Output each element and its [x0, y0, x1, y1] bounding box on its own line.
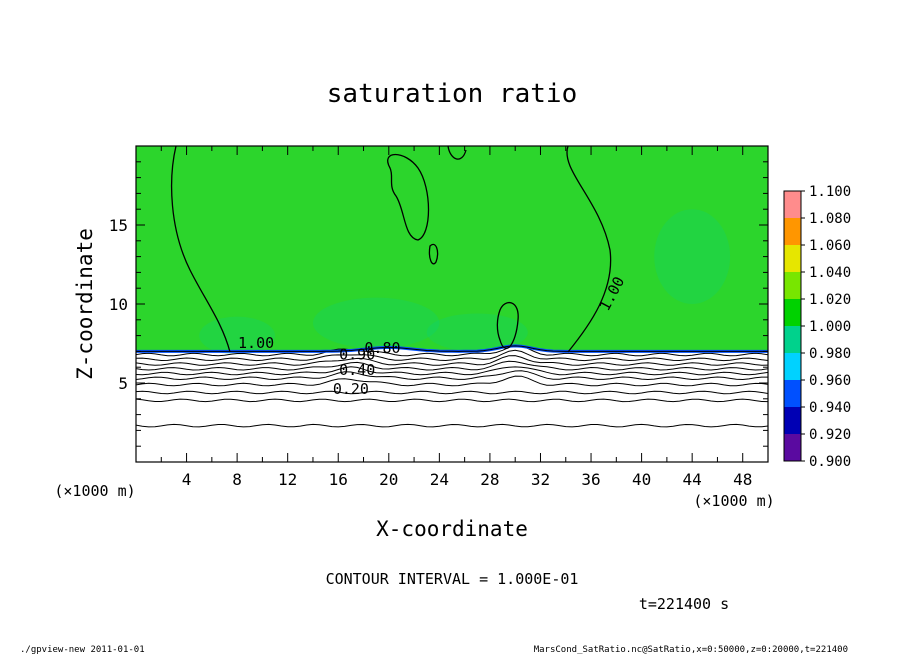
contour-line: [136, 360, 768, 371]
y-tick-label: 5: [118, 374, 128, 393]
contour-line: [136, 390, 768, 395]
footer-left: ./gpview-new 2011-01-01: [20, 645, 145, 654]
x-tick-label: 24: [430, 470, 449, 489]
contour-label: 0.90: [339, 345, 375, 363]
contour-line-1-00: [496, 301, 519, 349]
colorbar-label: 1.100: [809, 184, 851, 200]
x-tick-label: 20: [379, 470, 398, 489]
colorbar-label: 1.020: [809, 292, 851, 308]
contour-line: [136, 366, 768, 376]
time-label: t=221400 s: [639, 595, 729, 613]
colorbar-swatch: [784, 245, 801, 272]
y-tick-label: 10: [109, 295, 128, 314]
colorbar-swatch: [784, 434, 801, 461]
x-tick-label: 48: [733, 470, 752, 489]
contour-line-1-00: [428, 243, 439, 265]
x-tick-label: 44: [683, 470, 702, 489]
contour-line-1-00: [387, 154, 430, 241]
colorbar-swatch: [784, 407, 801, 434]
colorbar-label: 0.920: [809, 427, 851, 443]
colorbar-legend: 0.900 0.920 0.940 0.960 0.980 1.000 1.020 1.040…: [783, 184, 851, 470]
x-axis-label: X-coordinate: [376, 517, 528, 541]
subsaturated-patch: [312, 297, 440, 349]
chart-title: saturation ratio: [327, 79, 577, 109]
subsaturated-patch: [426, 313, 528, 352]
plot-area: 1.001.000.900.800.400.20: [135, 145, 769, 463]
x-tick-label: 40: [632, 470, 651, 489]
colorbar-swatch: [784, 218, 801, 245]
contour-line-1-00: [447, 146, 467, 160]
colorbar-label: 1.040: [809, 265, 851, 281]
x-tick-label: 8: [232, 470, 242, 489]
contour-label: 0.80: [364, 339, 400, 357]
colorbar-label: 1.080: [809, 211, 851, 227]
contour-line-1-00: [566, 146, 612, 353]
x-unit-label: (×1000 m): [693, 492, 774, 510]
subsaturated-patch: [654, 209, 731, 304]
x-tick-label: 12: [278, 470, 297, 489]
colorbar-swatch: [784, 191, 801, 218]
x-tick-label: 4: [182, 470, 192, 489]
saturated-region: [136, 146, 768, 352]
contour-line: [136, 375, 768, 387]
colorbar-swatch: [784, 299, 801, 326]
contour-label: 1.00: [238, 334, 274, 352]
x-tick-label: 28: [480, 470, 499, 489]
contour-line: [136, 355, 768, 366]
colorbar-label: 0.980: [809, 346, 851, 362]
colorbar-label: 1.000: [809, 319, 851, 335]
contour-line-1-00: [170, 146, 231, 353]
contour-line: [136, 349, 768, 362]
colorbar-label: 0.900: [809, 454, 851, 470]
colorbar-swatch: [784, 326, 801, 353]
y-tick-label: 15: [109, 216, 128, 235]
colorbar-swatch: [784, 272, 801, 299]
x-tick-label: 32: [531, 470, 550, 489]
subsaturated-patch: [199, 316, 276, 355]
contour-label: 0.40: [339, 361, 375, 379]
contour-line: [136, 423, 768, 428]
contour-line: [136, 370, 768, 381]
y-unit-label: (×1000 m): [54, 482, 135, 500]
contour-line: [136, 398, 768, 403]
x-tick-label: 36: [581, 470, 600, 489]
colorbar-swatch: [784, 353, 801, 380]
colorbar-swatch: [784, 380, 801, 407]
contour-label: 0.20: [333, 380, 369, 398]
colorbar-label: 1.060: [809, 238, 851, 254]
colorbar-label: 0.960: [809, 373, 851, 389]
contour-line: [136, 345, 768, 357]
colorbar-label: 0.940: [809, 400, 851, 416]
x-tick-label: 16: [329, 470, 348, 489]
footer-right: MarsCond_SatRatio.nc@SatRatio,x=0:50000,…: [534, 645, 848, 654]
contour-interval-label: CONTOUR INTERVAL = 1.000E-01: [326, 570, 579, 588]
y-axis-label: Z-coordinate: [73, 228, 97, 380]
contour-line-1-00: [136, 345, 768, 352]
